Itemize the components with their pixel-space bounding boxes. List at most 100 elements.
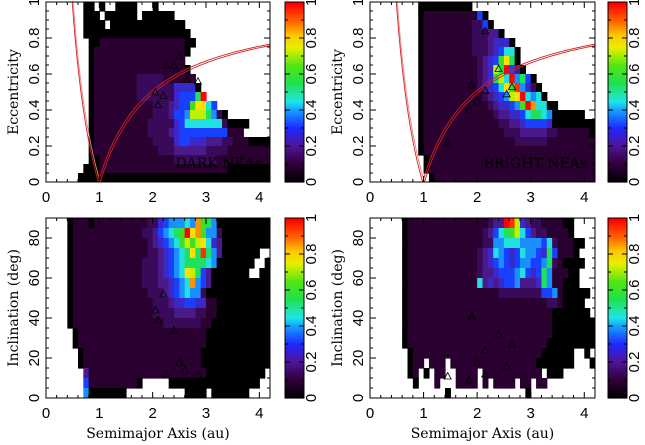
heatmap-cell	[163, 83, 170, 93]
heatmap-cell	[552, 338, 559, 349]
heatmap-cell	[147, 137, 154, 147]
heatmap-cell	[552, 173, 559, 182]
heatmap-cell	[552, 238, 559, 249]
heatmap-cell	[158, 20, 164, 30]
heatmap-cell	[520, 358, 526, 369]
heatmap-cell	[455, 328, 462, 339]
heatmap-cell	[477, 11, 484, 21]
heatmap-cell	[200, 368, 207, 379]
heatmap-cell	[195, 164, 202, 174]
colorbar-segment	[285, 90, 304, 93]
heatmap-cell	[520, 348, 526, 359]
colorbar-segment	[608, 180, 627, 183]
colorbar-segment	[608, 298, 627, 301]
heatmap-cell	[174, 29, 180, 39]
heatmap-cell	[131, 119, 138, 129]
heatmap-cell	[445, 29, 451, 39]
heatmap-cell	[264, 268, 270, 279]
heatmap-cell	[509, 74, 516, 84]
heatmap-cell	[222, 218, 228, 229]
heatmap-cell	[227, 308, 234, 319]
heatmap-cell	[589, 164, 595, 174]
heatmap-cell	[72, 258, 79, 269]
heatmap-cell	[546, 298, 553, 309]
heatmap-cell	[259, 358, 266, 369]
heatmap-cell	[445, 348, 451, 359]
heatmap-cell	[200, 388, 207, 398]
heatmap-cell	[270, 218, 276, 229]
colorbar-segment	[285, 134, 304, 137]
triangle-marker	[507, 82, 517, 90]
heatmap-cell	[589, 137, 595, 147]
y-tick-label: 0.8	[350, 28, 367, 49]
colorbar-segment	[285, 352, 304, 355]
heatmap-cell	[163, 328, 170, 339]
heatmap-cell	[88, 348, 95, 359]
heatmap-cell	[445, 47, 451, 57]
heatmap-cell	[110, 119, 116, 129]
heatmap-cell	[120, 101, 127, 111]
heatmap-cell	[428, 348, 435, 359]
heatmap-cell	[195, 338, 202, 349]
heatmap-cell	[562, 318, 569, 329]
heatmap-cell	[110, 110, 116, 120]
colorbar-segment	[285, 62, 304, 65]
x-tick-label: 4	[580, 189, 588, 206]
heatmap-cell	[434, 11, 441, 21]
heatmap-cell	[195, 173, 202, 182]
colorbar-segment	[608, 142, 627, 145]
heatmap-cell	[520, 110, 526, 120]
heatmap-cell	[509, 128, 516, 138]
heatmap-cell	[509, 155, 516, 165]
colorbar-segment	[608, 160, 627, 163]
heatmap-cell	[72, 218, 79, 229]
heatmap-cell	[115, 11, 122, 21]
heatmap-cell	[445, 38, 451, 48]
heatmap-cell	[147, 29, 154, 39]
heatmap-cell	[163, 29, 170, 39]
heatmap-cell	[104, 83, 111, 93]
heatmap-cell	[83, 218, 90, 219]
heatmap-cell	[168, 74, 175, 84]
colorbar-segment	[285, 102, 304, 105]
heatmap-cell	[407, 348, 414, 359]
colorbar-segment	[608, 246, 627, 249]
colorbar-segment	[285, 48, 304, 51]
heatmap-cell	[407, 228, 414, 239]
heatmap-cell	[546, 155, 553, 165]
heatmap-cell	[243, 348, 250, 359]
heatmap-cell	[487, 92, 494, 102]
triangle-marker	[161, 369, 171, 378]
heatmap-cell	[487, 218, 494, 229]
heatmap-cell	[99, 101, 106, 111]
heatmap-cell	[216, 164, 223, 174]
heatmap-cell	[99, 20, 106, 30]
heatmap-cell	[94, 218, 100, 219]
triangle-marker	[180, 365, 189, 374]
heatmap-cell	[418, 338, 425, 349]
heatmap-cell	[88, 74, 95, 84]
heatmap-cell	[520, 228, 526, 239]
heatmap-cell	[115, 318, 122, 329]
heatmap-cell	[158, 65, 164, 75]
heatmap-cell	[552, 248, 559, 259]
heatmap-cell	[498, 137, 505, 147]
heatmap-cell	[466, 308, 473, 319]
colorbar-segment	[285, 12, 304, 15]
heatmap-cell	[254, 368, 260, 379]
heatmap-cell	[503, 368, 510, 379]
heatmap-cell	[147, 92, 154, 102]
heatmap-cell	[147, 47, 154, 57]
colorbar-segment	[285, 322, 304, 325]
heatmap-cell	[461, 38, 468, 48]
y-tick-label: 0.4	[26, 100, 43, 121]
heatmap-cell	[115, 378, 122, 389]
colorbar-segment	[608, 140, 627, 143]
colorbar-segment	[608, 238, 627, 241]
heatmap-cell	[158, 119, 164, 129]
heatmap-cell	[541, 258, 548, 269]
heatmap-cell	[174, 238, 180, 249]
heatmap-cell	[243, 155, 250, 165]
heatmap-cell	[482, 228, 489, 239]
